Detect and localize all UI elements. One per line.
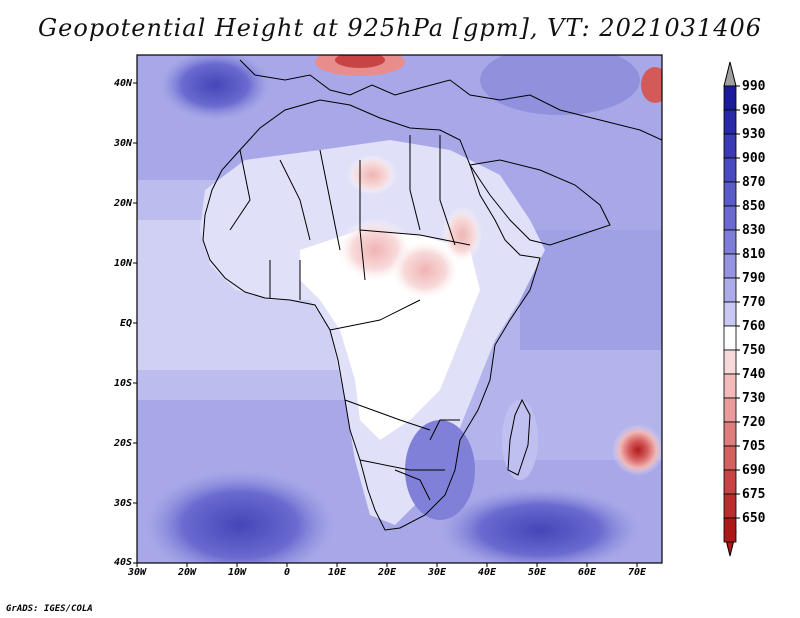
colorbar-swatch [723,109,737,135]
colorbar-swatch [723,445,737,471]
colorbar-swatch [723,421,737,447]
axis-ticks [133,82,638,567]
colorbar-swatch [723,253,737,279]
colorbar-swatch [723,493,737,519]
colorbar-label: 760 [742,319,766,334]
lon-label: 20W [177,567,197,578]
colorbar-label: 810 [742,247,766,262]
lat-label: EQ [119,318,132,329]
colorbar-label: 690 [742,463,766,478]
colorbar-label: 750 [742,343,766,358]
lon-label: 30W [127,567,147,578]
colorbar-swatch [723,205,737,231]
colorbar-swatch [723,85,737,111]
colorbar-swatch [723,157,737,183]
footer-credit: GrADS: IGES/COLA [6,604,93,614]
colorbar-swatch [723,277,737,303]
colorbar-swatch [723,229,737,255]
lat-label: 30N [113,138,132,149]
colorbar-label: 900 [742,151,766,166]
lat-label: 20N [113,198,132,209]
colorbar-swatch [723,349,737,375]
colorbar-label: 960 [742,103,766,118]
lat-label: 40N [113,78,132,89]
colorbar-label: 830 [742,223,766,238]
colorbar [723,61,740,557]
colorbar-swatch [723,181,737,207]
colorbar-top-arrow [723,61,737,87]
colorbar-swatch [723,397,737,423]
colorbar-label: 930 [742,127,766,142]
lat-label: 10S [113,378,132,389]
colorbar-label: 850 [742,199,766,214]
colorbar-swatch [723,301,737,327]
lon-label: 30E [427,567,447,578]
colorbar-label: 705 [742,439,766,454]
lon-label: 20E [377,567,397,578]
colorbar-swatch [723,133,737,159]
lat-label: 20S [113,438,132,449]
lon-label: 40E [477,567,497,578]
map-title: Geopotential Height at 925hPa [gpm], VT:… [38,14,762,42]
lon-label: 0 [283,567,291,578]
colorbar-swatch [723,373,737,399]
colorbar-label: 990 [742,79,766,94]
lat-label: 40S [113,557,132,568]
lat-label: 30S [113,498,132,509]
colorbar-label: 650 [742,511,766,526]
lon-label: 10W [227,567,247,578]
contour-field [137,55,662,563]
colorbar-label: 675 [742,487,766,502]
colorbar-label: 790 [742,271,766,286]
coastlines [202,59,662,531]
colorbar-label: 740 [742,367,766,382]
lon-label: 60E [577,567,597,578]
colorbar-label: 770 [742,295,766,310]
colorbar-label: 730 [742,391,766,406]
colorbar-swatch [723,517,737,543]
colorbar-label: 870 [742,175,766,190]
lon-label: 50E [527,567,547,578]
lon-label: 70E [627,567,647,578]
lon-label: 10E [327,567,347,578]
colorbar-label: 720 [742,415,766,430]
lat-label: 10N [113,258,132,269]
colorbar-swatch [723,469,737,495]
colorbar-swatch [723,325,737,351]
